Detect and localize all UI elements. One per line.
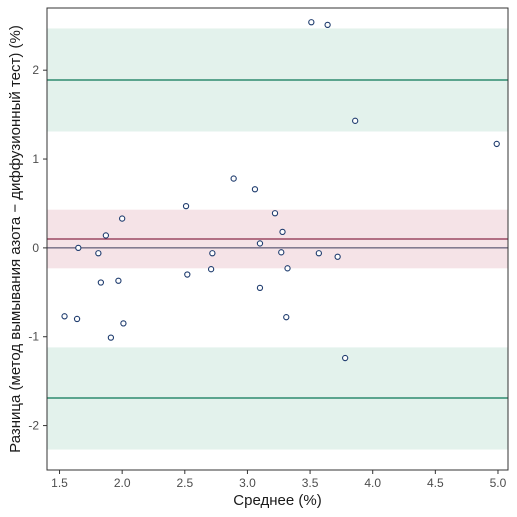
data-point xyxy=(308,19,315,26)
data-point xyxy=(324,21,331,29)
reference-lines xyxy=(47,79,508,399)
x-axis-title: Среднее (%) xyxy=(233,492,321,509)
y-tick-label: 2 xyxy=(32,63,39,77)
x-tick-label: 4.5 xyxy=(427,476,444,490)
x-axis: 1.5 2.0 2.5 3.0 3.5 4.0 4.5 5.0 xyxy=(51,470,507,490)
data-point xyxy=(97,279,105,286)
x-tick-label: 1.5 xyxy=(51,476,68,490)
y-axis-title: Разница (метод вымывания азота − диффузи… xyxy=(7,25,24,453)
data-point xyxy=(493,140,500,148)
data-point xyxy=(334,253,341,260)
data-point xyxy=(119,215,126,222)
data-point xyxy=(207,266,215,273)
y-tick-label: -1 xyxy=(28,330,39,344)
data-point xyxy=(271,210,279,217)
data-point xyxy=(209,250,216,257)
x-tick-label: 2.0 xyxy=(114,476,131,490)
data-point xyxy=(230,175,237,182)
x-tick-label: 4.0 xyxy=(364,476,381,490)
x-tick-label: 2.5 xyxy=(176,476,193,490)
data-point xyxy=(283,314,290,321)
data-point xyxy=(256,284,264,292)
data-point xyxy=(315,250,322,257)
data-point xyxy=(95,250,102,257)
data-point xyxy=(352,117,359,124)
data-point xyxy=(278,249,285,256)
data-point xyxy=(102,232,110,239)
data-point xyxy=(251,186,259,193)
x-tick-label: 3.0 xyxy=(239,476,256,490)
data-point xyxy=(182,202,190,210)
data-point xyxy=(107,334,115,341)
y-axis: -2 -1 0 1 2 xyxy=(28,63,47,433)
x-tick-label: 5.0 xyxy=(490,476,507,490)
data-point xyxy=(284,265,291,272)
x-tick-label: 3.5 xyxy=(302,476,319,490)
data-point xyxy=(75,244,82,252)
y-tick-label: -2 xyxy=(28,419,39,433)
data-point xyxy=(256,240,264,247)
y-tick-label: 1 xyxy=(32,152,39,166)
y-tick-label: 0 xyxy=(32,241,39,255)
data-point xyxy=(184,271,191,278)
plot-panel-border xyxy=(46,7,509,471)
data-points xyxy=(61,19,500,362)
data-point xyxy=(341,354,349,362)
data-point xyxy=(120,320,127,327)
data-point xyxy=(279,228,286,236)
data-point xyxy=(115,277,122,284)
data-point xyxy=(73,315,81,323)
data-point xyxy=(61,313,68,320)
